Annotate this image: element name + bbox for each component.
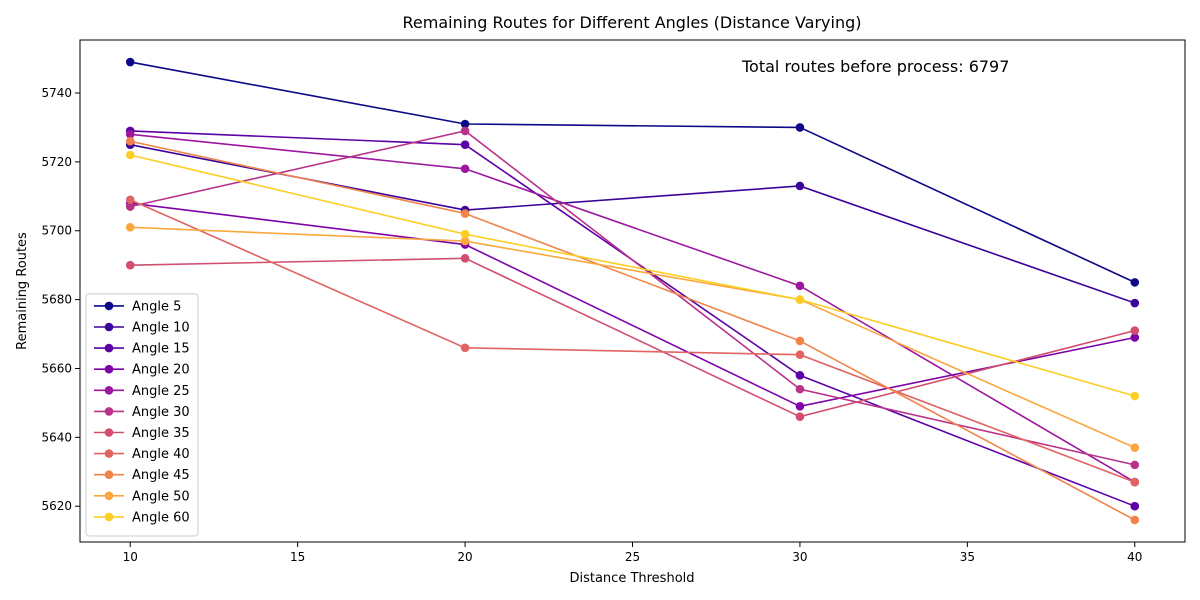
legend-marker <box>104 386 114 395</box>
series-line-4 <box>130 202 1135 408</box>
legend-label: Angle 15 <box>132 342 190 357</box>
data-point <box>1130 391 1140 401</box>
data-point <box>795 371 805 380</box>
x-tick-label: 25 <box>625 550 640 564</box>
legend-label: Angle 35 <box>132 426 190 441</box>
y-tick-label: 5680 <box>41 293 72 307</box>
series-line-10 <box>130 226 1136 449</box>
data-point <box>795 281 805 291</box>
legend-label: Angle 50 <box>132 489 190 504</box>
legend-label: Angle 40 <box>132 447 190 462</box>
series-line-1 <box>130 61 1136 284</box>
data-point <box>460 236 470 246</box>
legend-label: Angle 5 <box>132 299 181 314</box>
y-tick-label: 5620 <box>41 499 72 513</box>
legend-marker <box>104 491 114 501</box>
x-tick-label: 30 <box>792 550 807 564</box>
data-point <box>795 336 805 346</box>
x-tick-label: 35 <box>960 550 975 564</box>
legend-marker <box>104 364 114 374</box>
data-point <box>460 209 470 218</box>
data-point <box>460 343 470 353</box>
legend-marker <box>104 449 114 458</box>
data-point <box>1130 278 1140 287</box>
x-tick-label: 40 <box>1127 550 1142 564</box>
data-point <box>125 130 135 139</box>
data-point <box>795 350 805 359</box>
data-point <box>125 260 135 270</box>
data-point <box>460 229 470 239</box>
data-point <box>795 295 805 304</box>
data-point <box>1130 460 1140 470</box>
y-tick-label: 5740 <box>41 86 72 100</box>
data-point <box>1130 443 1140 452</box>
data-point <box>460 253 470 263</box>
series-line-5 <box>130 133 1136 483</box>
legend-marker <box>104 407 114 416</box>
data-point <box>1130 477 1140 487</box>
legend-label: Angle 30 <box>132 405 190 420</box>
x-axis-label: Distance Threshold <box>569 571 694 586</box>
series-line-6 <box>130 130 1135 466</box>
data-point <box>795 123 805 132</box>
data-point <box>1130 333 1140 342</box>
legend: Angle 5 Angle 10 Angle 15 Angle 20 Angle 25 A… <box>85 293 199 537</box>
legend-marker <box>104 322 114 332</box>
data-point <box>125 223 135 232</box>
y-tick-label: 5660 <box>41 361 72 375</box>
data-point <box>460 126 470 136</box>
y-tick-label: 5700 <box>41 224 72 238</box>
data-point <box>1130 298 1140 308</box>
data-point <box>125 195 135 205</box>
data-point <box>1130 515 1140 525</box>
legend-marker <box>104 343 114 353</box>
legend-marker <box>104 428 114 437</box>
legend-label: Angle 45 <box>132 468 190 483</box>
legend-marker <box>104 470 114 480</box>
data-point <box>460 140 470 149</box>
legend-marker <box>104 512 114 522</box>
data-point <box>795 181 805 191</box>
data-point <box>125 136 135 146</box>
x-tick-label: 20 <box>457 550 472 564</box>
legend-label: Angle 10 <box>132 321 190 336</box>
y-axis-label: Remaining Routes <box>15 232 30 350</box>
data-point <box>795 384 805 394</box>
data-point <box>795 412 805 421</box>
series-line-9 <box>130 140 1136 521</box>
legend-label: Angle 25 <box>132 384 190 399</box>
legend-label: Angle 60 <box>132 510 190 525</box>
total-routes-annotation: Total routes before process: 6797 <box>741 57 1009 76</box>
data-point <box>125 202 135 211</box>
data-point <box>125 57 135 67</box>
series-line-8 <box>129 199 1136 483</box>
legend-label: Angle 20 <box>132 363 190 378</box>
series-line-11 <box>130 154 1135 397</box>
y-tick-label: 5640 <box>41 430 72 444</box>
data-point <box>460 164 470 174</box>
chart-title: Remaining Routes for Different Angles (D… <box>403 13 862 32</box>
x-tick-label: 10 <box>123 550 138 564</box>
y-tick-label: 5720 <box>41 155 72 169</box>
x-tick-label: 15 <box>290 550 305 564</box>
data-point <box>1130 326 1140 335</box>
data-point <box>795 402 805 411</box>
legend-marker <box>104 301 114 311</box>
data-point <box>1130 501 1140 511</box>
data-point <box>125 150 135 160</box>
data-point <box>460 119 470 129</box>
